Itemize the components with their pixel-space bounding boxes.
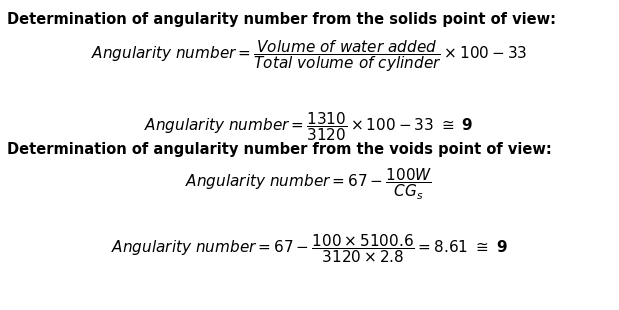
Text: $\mathit{Angularity\ number} = \dfrac{\mathit{Volume\ of\ water\ added}}{\mathit: $\mathit{Angularity\ number} = \dfrac{\m… [91, 38, 527, 74]
Text: Determination of angularity number from the voids point of view:: Determination of angularity number from … [7, 142, 552, 157]
Text: Determination of angularity number from the solids point of view:: Determination of angularity number from … [7, 12, 556, 27]
Text: $\mathit{Angularity\ number} = 67 - \dfrac{100 \times 5100.6}{3120 \times 2.8} =: $\mathit{Angularity\ number} = 67 - \dfr… [111, 232, 508, 265]
Text: $\mathit{Angularity\ number} = 67 - \dfrac{100W}{\mathit{CG_s}}$: $\mathit{Angularity\ number} = 67 - \dfr… [185, 167, 433, 202]
Text: $\mathit{Angularity\ number} = \dfrac{1310}{3120} \times 100 - 33\ \cong\ \mathb: $\mathit{Angularity\ number} = \dfrac{13… [144, 110, 474, 143]
